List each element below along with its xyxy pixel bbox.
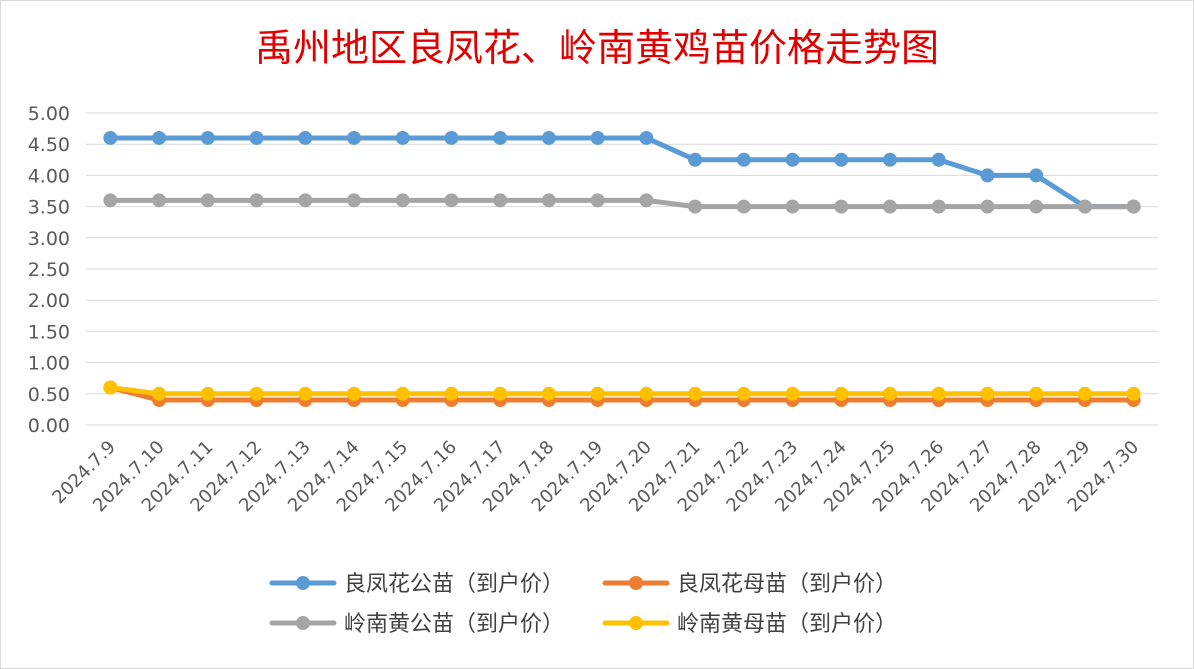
data-point <box>493 130 508 145</box>
data-point <box>444 386 459 401</box>
data-point <box>200 130 215 145</box>
data-point <box>200 386 215 401</box>
chart-title: 禹州地区良凤花、岭南黄鸡苗价格走势图 <box>254 26 939 70</box>
data-point <box>249 130 264 145</box>
data-point <box>493 386 508 401</box>
data-point <box>834 199 849 214</box>
series-line <box>107 385 1137 403</box>
data-point <box>980 199 995 214</box>
series-line <box>107 197 1137 210</box>
data-point <box>1029 199 1044 214</box>
data-point <box>298 386 313 401</box>
data-point <box>980 168 995 183</box>
legend-swatch-marker <box>629 576 643 590</box>
data-point <box>395 193 410 208</box>
y-tick-label: 3.50 <box>28 197 70 219</box>
data-point <box>444 193 459 208</box>
data-point <box>785 199 800 214</box>
data-point <box>834 386 849 401</box>
data-point <box>103 193 118 208</box>
y-tick-label: 2.50 <box>28 259 70 281</box>
y-tick-label: 0.50 <box>28 384 70 406</box>
data-point <box>249 386 264 401</box>
data-point <box>688 199 703 214</box>
data-point <box>785 386 800 401</box>
legend-label: 良凤花公苗（到户价） <box>344 572 564 597</box>
legend-label: 良凤花母苗（到户价） <box>677 572 897 597</box>
data-point <box>541 193 556 208</box>
data-point <box>249 193 264 208</box>
data-point <box>493 193 508 208</box>
data-point <box>590 130 605 145</box>
data-point <box>736 386 751 401</box>
data-point <box>103 380 118 395</box>
data-point <box>152 130 167 145</box>
y-tick-label: 0.00 <box>28 415 70 437</box>
data-point <box>1077 199 1092 214</box>
data-point <box>1126 386 1141 401</box>
data-point <box>590 386 605 401</box>
data-point <box>298 193 313 208</box>
data-point <box>883 199 897 214</box>
data-point <box>395 130 410 145</box>
legend-label: 岭南黄公苗（到户价） <box>344 612 564 637</box>
data-point <box>1077 386 1092 401</box>
y-tick-label: 4.50 <box>28 134 70 156</box>
data-point <box>347 130 361 145</box>
data-point <box>931 386 946 401</box>
data-point <box>298 130 313 145</box>
data-point <box>444 130 459 145</box>
y-tick-label: 1.50 <box>28 321 70 343</box>
data-point <box>152 386 167 401</box>
data-point <box>1029 168 1044 183</box>
data-point <box>736 199 751 214</box>
data-point <box>639 386 654 401</box>
y-tick-label: 1.00 <box>28 353 70 375</box>
data-point <box>834 152 849 167</box>
data-point <box>103 130 118 145</box>
data-point <box>1029 386 1044 401</box>
y-tick-label: 4.00 <box>28 165 70 187</box>
data-point <box>590 193 605 208</box>
data-point <box>688 152 703 167</box>
y-tick-label: 5.00 <box>28 103 70 125</box>
data-point <box>152 193 167 208</box>
data-point <box>931 199 946 214</box>
data-point <box>395 386 410 401</box>
data-point <box>541 386 556 401</box>
legend-label: 岭南黄母苗（到户价） <box>677 612 897 637</box>
y-tick-label: 2.00 <box>28 290 70 312</box>
data-point <box>883 386 897 401</box>
legend-swatch-marker <box>629 616 643 630</box>
legend-swatch-marker <box>296 576 310 590</box>
data-point <box>1126 199 1141 214</box>
data-point <box>785 152 800 167</box>
y-tick-label: 3.00 <box>28 228 70 250</box>
data-point <box>200 193 215 208</box>
data-point <box>347 193 361 208</box>
data-point <box>541 130 556 145</box>
data-point <box>980 386 995 401</box>
series-line <box>107 385 1137 397</box>
data-point <box>883 152 897 167</box>
legend-swatch-marker <box>296 616 310 630</box>
data-point <box>688 386 703 401</box>
data-point <box>736 152 751 167</box>
data-point <box>347 386 361 401</box>
data-point <box>639 130 654 145</box>
data-point <box>931 152 946 167</box>
series-line <box>107 135 1137 210</box>
data-point <box>639 193 654 208</box>
